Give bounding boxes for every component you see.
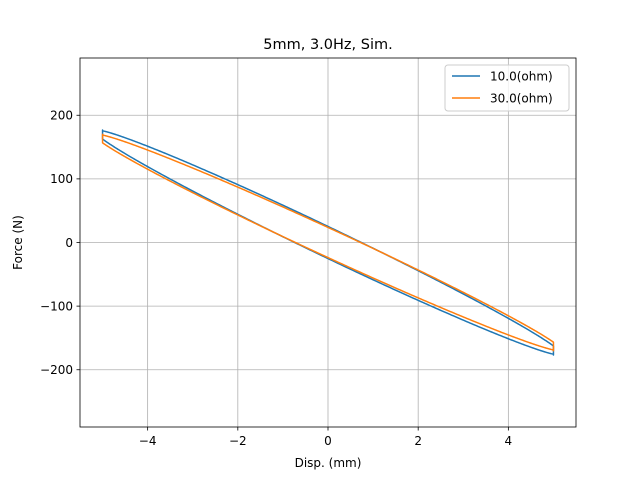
- y-tick-label: 200: [50, 109, 73, 123]
- legend: 10.0(ohm) 30.0(ohm): [444, 64, 570, 112]
- series-layer: [101, 129, 555, 356]
- x-tick-label: 0: [324, 434, 332, 448]
- series-line-10ohm: [101, 129, 555, 356]
- y-tick-label: −100: [40, 299, 73, 313]
- x-tick-label: 2: [414, 434, 422, 448]
- chart-title: 5mm, 3.0Hz, Sim.: [263, 37, 392, 53]
- series-line-30ohm: [101, 133, 555, 352]
- y-tick-label: −200: [40, 363, 73, 377]
- y-axis-label: Force (N): [11, 215, 25, 270]
- x-tick-label: −2: [229, 434, 247, 448]
- y-tick-label: 0: [65, 236, 73, 250]
- legend-entry-30ohm: 30.0(ohm): [490, 92, 553, 106]
- ticks: −4 −2 0 2 4 −200 −100 0 100 200: [40, 109, 512, 448]
- x-tick-label: −4: [139, 434, 157, 448]
- y-tick-label: 100: [50, 172, 73, 186]
- x-tick-label: 4: [505, 434, 513, 448]
- grid: [80, 58, 576, 427]
- x-axis-label: Disp. (mm): [295, 456, 362, 470]
- legend-entry-10ohm: 10.0(ohm): [490, 70, 553, 84]
